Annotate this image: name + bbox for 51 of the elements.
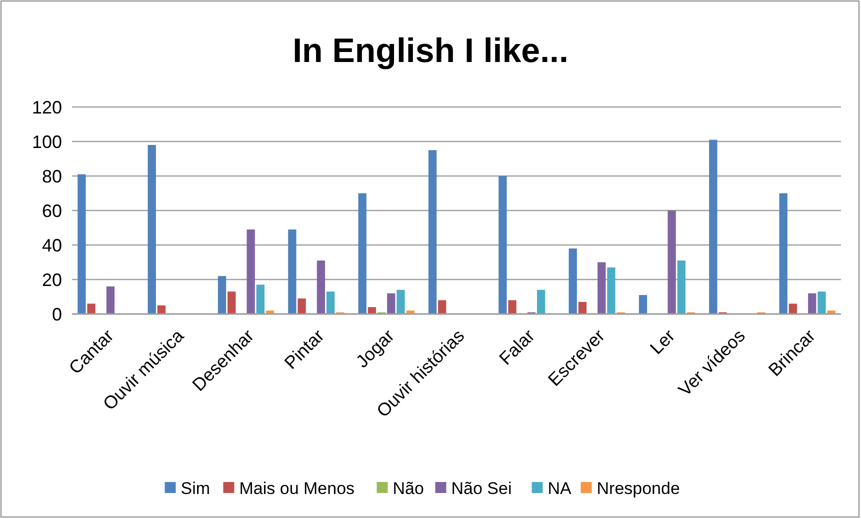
- bar: [358, 193, 366, 314]
- bar: [709, 140, 718, 314]
- bar: [677, 260, 686, 314]
- bar: [607, 267, 616, 314]
- legend-label: NA: [548, 478, 572, 498]
- legend-label: Não Sei: [451, 478, 512, 498]
- bar: [148, 144, 156, 314]
- bar: [298, 298, 306, 314]
- y-tick-label: 20: [42, 270, 62, 290]
- bar: [256, 284, 264, 314]
- bar: [78, 174, 86, 314]
- bar: [157, 305, 166, 314]
- bar: [598, 262, 606, 314]
- bar: [508, 300, 516, 314]
- y-tick-label: 100: [32, 132, 62, 152]
- bar: [288, 229, 296, 314]
- y-tick-label: 120: [32, 97, 62, 118]
- chart-title: In English I like...: [292, 32, 568, 70]
- bar: [788, 304, 798, 314]
- bar: [536, 290, 546, 314]
- bar: [779, 193, 788, 314]
- bar: [406, 310, 414, 314]
- bar: [87, 304, 96, 314]
- y-tick-label: 40: [42, 235, 62, 256]
- bar: [106, 286, 115, 314]
- bar: [668, 210, 676, 314]
- bar: [568, 248, 577, 314]
- y-tick-label: 60: [42, 200, 62, 221]
- bar: [428, 150, 437, 314]
- legend-label: Não: [392, 478, 424, 498]
- y-tick-label: 80: [42, 166, 62, 186]
- bar: [438, 300, 446, 314]
- bar: [396, 290, 405, 314]
- bar: [326, 292, 335, 314]
- y-tick-label: 0: [52, 304, 62, 324]
- bar: [368, 307, 376, 314]
- bar: [228, 292, 236, 314]
- bar: [387, 293, 396, 314]
- bar: [638, 295, 648, 314]
- bar: [498, 176, 507, 314]
- bar: [316, 260, 326, 314]
- x-tick-label: Ler: [646, 326, 679, 358]
- bar: [246, 229, 255, 314]
- legend-label: Mais ou Menos: [239, 478, 355, 498]
- bar: [578, 302, 587, 314]
- bar: [818, 292, 826, 314]
- legend-label: Sim: [180, 478, 210, 498]
- bar: [827, 310, 836, 314]
- bar: [808, 293, 816, 314]
- bar: [218, 276, 226, 314]
- legend-label: Nresponde: [596, 478, 680, 498]
